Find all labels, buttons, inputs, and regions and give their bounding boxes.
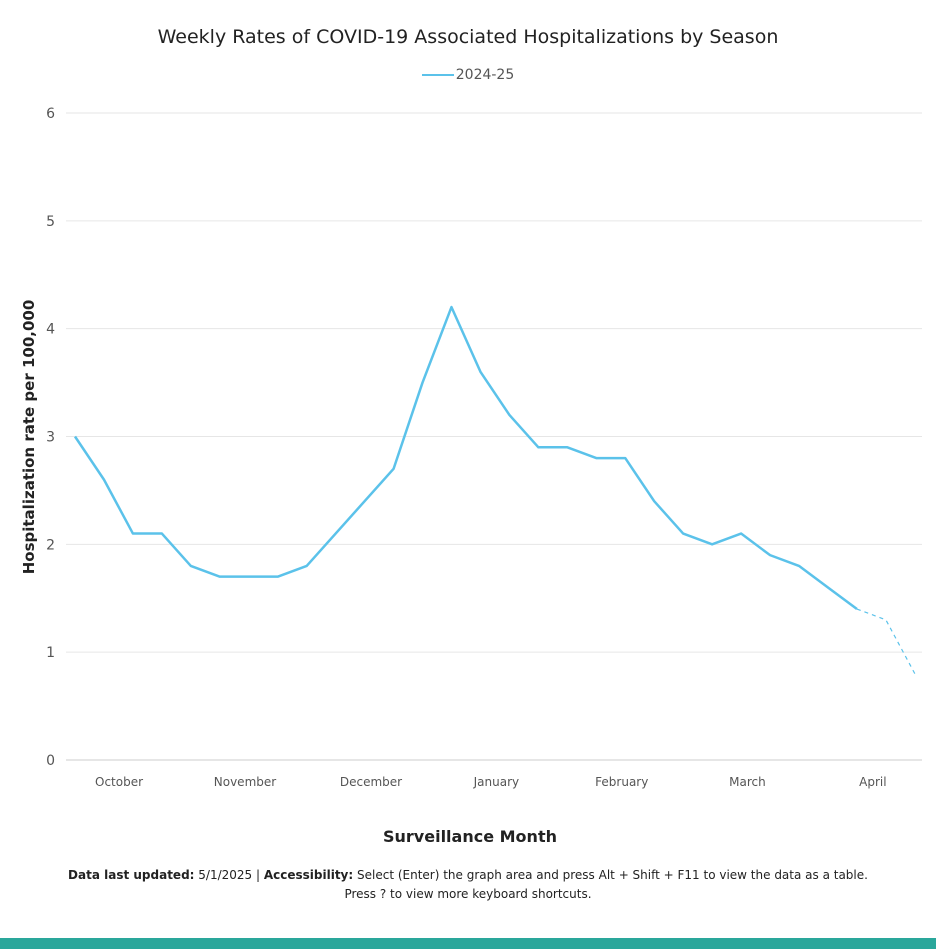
y-tick-label: 3 bbox=[46, 430, 55, 446]
legend[interactable]: 2024-25 bbox=[0, 67, 936, 83]
x-tick-label: February bbox=[595, 775, 648, 789]
updated-label: Data last updated: bbox=[68, 868, 195, 882]
updated-value: 5/1/2025 | bbox=[194, 868, 264, 882]
bottom-bar bbox=[0, 938, 936, 949]
chart-plot-area[interactable]: 0 1 2 3 4 5 6 October November December January Feb… bbox=[0, 0, 936, 860]
legend-label[interactable]: 2024-25 bbox=[455, 67, 515, 83]
y-tick-label: 0 bbox=[46, 753, 55, 769]
legend-swatch bbox=[421, 74, 454, 76]
footer-note: Data last updated: 5/1/2025 | Accessibil… bbox=[0, 866, 936, 904]
x-tick-label: October bbox=[95, 775, 143, 789]
x-tick-label: January bbox=[473, 775, 520, 789]
y-tick-label: 6 bbox=[46, 106, 55, 122]
x-tick-label: April bbox=[859, 775, 886, 789]
series-line-provisional bbox=[856, 608, 916, 675]
y-tick-label: 2 bbox=[46, 537, 55, 553]
y-axis-title: Hospitalization rate per 100,000 bbox=[20, 300, 38, 575]
x-tick-label: March bbox=[729, 775, 766, 789]
accessibility-label: Accessibility: bbox=[263, 868, 354, 882]
x-axis-title: Surveillance Month bbox=[383, 827, 557, 846]
y-tick-label: 4 bbox=[46, 322, 55, 338]
x-tick-label: December bbox=[340, 775, 402, 789]
accessibility-text: Select (Enter) the graph area and press … bbox=[353, 868, 868, 882]
chart-title: Weekly Rates of COVID-19 Associated Hosp… bbox=[157, 26, 779, 48]
y-tick-label: 5 bbox=[46, 214, 55, 230]
y-tick-label: 1 bbox=[46, 645, 55, 661]
shortcuts-text: Press ? to view more keyboard shortcuts. bbox=[344, 887, 592, 901]
x-tick-label: November bbox=[214, 775, 276, 789]
series-line bbox=[73, 305, 858, 611]
